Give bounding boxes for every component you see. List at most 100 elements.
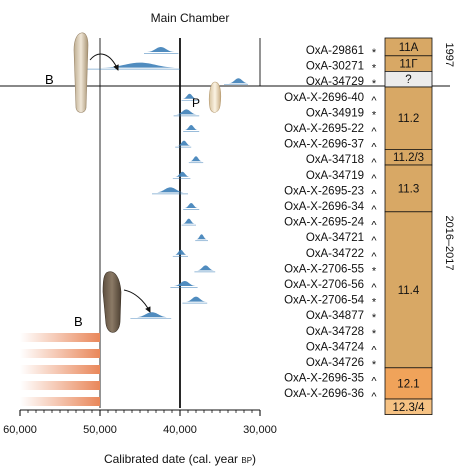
sample-method-symbol: *: [372, 312, 377, 324]
date-distributions: [84, 47, 248, 320]
layer-label: 11.2: [398, 113, 420, 125]
infinite-bar: [20, 365, 100, 374]
bone-label-bottom: B: [74, 314, 83, 329]
sample-id: OxA-X-2706-56: [284, 279, 364, 291]
sample-method-symbol: ^: [371, 391, 377, 403]
sample-id: OxA-X-2696-34: [284, 201, 365, 213]
layer-box: [384, 86, 433, 150]
sample-labels: OxA-29861 * OxA-30271 * OxA-34729 * OxA-X-2696…: [284, 45, 377, 403]
sample-id: OxA-34729: [306, 76, 364, 88]
layer-label: 11A: [399, 42, 419, 54]
sample-id: OxA-34722: [306, 248, 364, 260]
sample-method-symbol: ^: [371, 376, 377, 388]
sample-method-symbol: ^: [371, 173, 377, 185]
sample-id: OxA-34919: [306, 107, 364, 119]
sample-id: OxA-X-2696-36: [284, 388, 364, 400]
sample-method-symbol: ^: [371, 188, 377, 200]
tick-label: 40,000: [163, 424, 197, 436]
tick-label: 60,000: [3, 424, 37, 436]
pendant-label: P: [192, 96, 200, 110]
x-axis-label-bp: BP: [241, 456, 252, 465]
sample-method-symbol: *: [372, 63, 377, 75]
sample-method-symbol: *: [372, 47, 377, 59]
infinite-bar: [20, 381, 100, 390]
date-distribution: [156, 187, 185, 193]
arrow-tool-to-date: [123, 289, 151, 313]
layer-label: 11.2/3: [393, 152, 424, 164]
pendant-artefact: [208, 81, 222, 113]
sample-method-symbol: ^: [371, 344, 377, 356]
sample-id: OxA-34718: [306, 154, 364, 166]
date-distribution: [175, 171, 190, 177]
bone-point-artefact: [73, 32, 89, 113]
tick-label: 50,000: [83, 424, 117, 436]
layer-box: [384, 398, 433, 416]
date-distribution: [176, 109, 197, 115]
layer-label: 11.3: [398, 183, 420, 195]
date-distribution: [228, 78, 248, 84]
sample-method-symbol: *: [372, 78, 377, 90]
date-distribution: [177, 140, 191, 146]
date-distribution: [101, 62, 179, 68]
date-distribution: [135, 312, 169, 318]
sample-id: OxA-34721: [306, 232, 364, 244]
layer-column: 11A 11Γ? 11.2 11.2/3 11.3 11.4 12.1 12.3/4: [384, 37, 433, 416]
sample-id: OxA-X-2706-54: [284, 295, 365, 307]
layer-box: [384, 164, 433, 213]
date-distribution: [190, 156, 202, 162]
sample-method-symbol: ^: [371, 204, 377, 216]
sample-method-symbol: *: [372, 328, 377, 340]
excavation-periods: 1997 2016–2017: [443, 42, 455, 270]
sample-id: OxA-X-2695-22: [284, 123, 364, 135]
sample-id: OxA-X-2696-37: [284, 139, 364, 151]
date-distribution: [197, 265, 214, 271]
sample-id: OxA-X-2695-24: [284, 217, 365, 229]
layer-label: 12.3/4: [393, 402, 426, 414]
period-label: 2016–2017: [443, 215, 455, 270]
date-distribution: [186, 296, 206, 302]
sample-method-symbol: *: [372, 359, 377, 371]
layer-label: ?: [405, 74, 411, 86]
infinite-bar: [20, 333, 100, 342]
sample-id: OxA-X-2696-35: [284, 373, 364, 385]
date-distribution: [174, 249, 187, 255]
layer-label: 12.1: [397, 378, 419, 390]
date-distribution: [183, 218, 195, 224]
sample-method-symbol: ^: [371, 282, 377, 294]
sample-method-symbol: ^: [371, 235, 377, 247]
date-distribution: [184, 125, 198, 130]
period-label: 1997: [443, 42, 455, 66]
bone-tool-artefact: [102, 271, 122, 333]
sample-id: OxA-34877: [306, 310, 364, 322]
sample-id: OxA-X-2706-55: [284, 263, 364, 275]
x-axis: 60,000 50,000 40,000 30,000: [3, 409, 277, 436]
date-distribution: [147, 47, 175, 52]
sample-id: OxA-34724: [306, 341, 365, 353]
sample-method-symbol: *: [372, 109, 377, 121]
sample-id: OxA-34728: [306, 326, 364, 338]
layer-label: 11.4: [398, 285, 420, 297]
sample-method-symbol: ^: [371, 95, 377, 107]
bone-label-top: B: [45, 72, 54, 87]
sample-method-symbol: ^: [371, 142, 377, 154]
infinite-bar: [20, 349, 100, 358]
layer-box: [384, 367, 433, 400]
layer-label: 11Γ: [399, 59, 418, 71]
sample-id: OxA-30271: [306, 61, 364, 73]
tick-label: 30,000: [243, 424, 277, 436]
chart-title: Main Chamber: [151, 11, 230, 25]
date-distribution: [182, 93, 197, 99]
sample-method-symbol: ^: [371, 126, 377, 138]
sample-method-symbol: ^: [371, 251, 377, 263]
sample-id: OxA-29861: [306, 45, 364, 57]
date-distribution: [184, 203, 198, 208]
sample-method-symbol: *: [372, 297, 377, 309]
sample-method-symbol: ^: [371, 220, 377, 232]
sample-id: OxA-34726: [306, 357, 364, 369]
date-distribution: [173, 281, 196, 286]
sample-id: OxA-X-2695-23: [284, 185, 364, 197]
layer-box: [384, 211, 433, 369]
infinite-date-bars: [20, 333, 100, 406]
sample-id: OxA-X-2696-40: [284, 92, 364, 104]
